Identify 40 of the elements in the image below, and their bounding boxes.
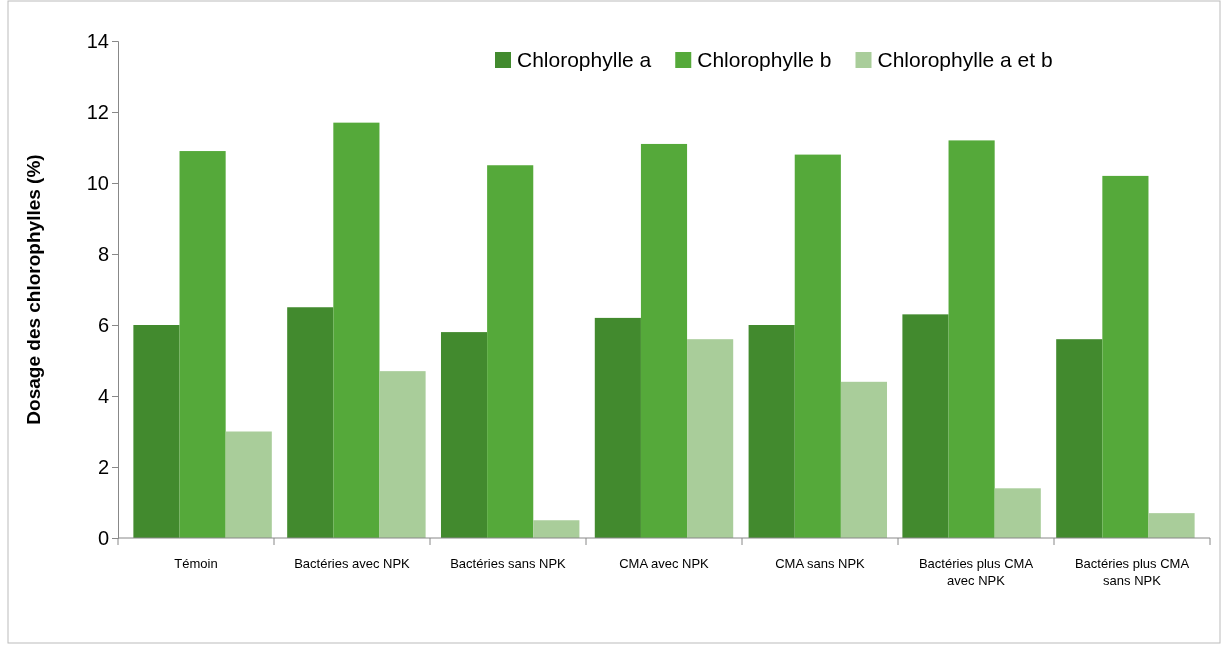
bar — [287, 307, 334, 538]
x-tick-label: Témoin — [174, 556, 218, 571]
bar — [948, 140, 995, 538]
bar — [594, 317, 641, 538]
y-tick-label: 10 — [86, 171, 109, 194]
bar — [533, 520, 580, 538]
bar — [840, 381, 888, 538]
bar — [333, 122, 380, 538]
x-tick-label: Bactéries plus CMA sans NPK — [1074, 556, 1190, 588]
x-tick-label: Bactéries avec NPK — [294, 556, 411, 571]
bar — [902, 314, 949, 538]
legend-label: Chlorophylle a et b — [877, 48, 1053, 71]
y-tick-label: 4 — [97, 384, 109, 407]
bar — [1102, 175, 1149, 538]
y-tick-label: 0 — [97, 526, 109, 549]
bar — [379, 371, 426, 538]
x-tick-label: CMA avec NPK — [619, 556, 710, 571]
legend-label: Chlorophylle a — [517, 48, 652, 71]
y-tick-label: 12 — [86, 100, 109, 123]
bar — [440, 332, 488, 538]
bar — [133, 325, 180, 538]
bar — [640, 143, 688, 538]
x-tick-label: Bactéries sans NPK — [450, 556, 567, 571]
bar — [179, 151, 226, 538]
bar — [994, 488, 1041, 538]
bar — [1056, 339, 1103, 538]
x-tick-label: CMA sans NPK — [775, 556, 866, 571]
y-tick-label: 2 — [97, 455, 109, 478]
bar — [687, 339, 734, 538]
bar — [487, 165, 534, 538]
bar — [225, 431, 272, 538]
x-tick-label: Bactéries plus CMA avec NPK — [918, 556, 1034, 588]
bar — [794, 154, 841, 538]
bar — [1148, 513, 1195, 538]
y-axis-title: Dosage des chlorophylles (%) — [23, 154, 44, 425]
bar — [748, 325, 795, 538]
legend-label: Chlorophylle b — [697, 48, 832, 71]
y-tick-label: 6 — [97, 313, 109, 336]
y-tick-label: 8 — [97, 242, 109, 265]
y-tick-label: 14 — [86, 29, 109, 52]
